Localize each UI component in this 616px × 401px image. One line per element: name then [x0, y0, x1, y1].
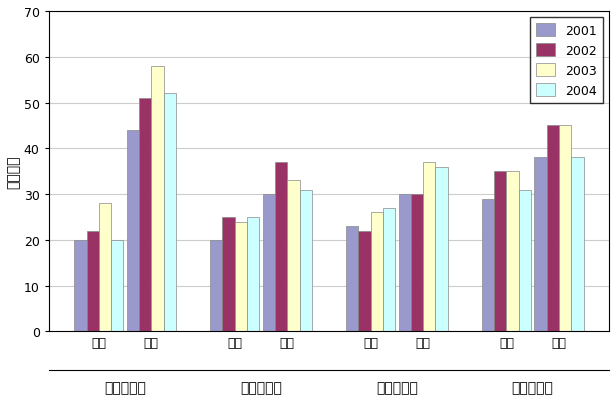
- Bar: [371, 213, 383, 332]
- Bar: [111, 240, 123, 332]
- Bar: [399, 194, 411, 332]
- Bar: [99, 204, 111, 332]
- Bar: [74, 240, 86, 332]
- Bar: [482, 199, 494, 332]
- Bar: [411, 194, 423, 332]
- Bar: [559, 126, 571, 332]
- Bar: [519, 190, 531, 332]
- Bar: [535, 158, 547, 332]
- Bar: [346, 227, 359, 332]
- Bar: [383, 208, 395, 332]
- Bar: [164, 94, 176, 332]
- Bar: [494, 172, 506, 332]
- Bar: [506, 172, 519, 332]
- Legend: 2001, 2002, 2003, 2004: 2001, 2002, 2003, 2004: [530, 18, 603, 104]
- Bar: [127, 131, 139, 332]
- Bar: [152, 67, 164, 332]
- Bar: [210, 240, 222, 332]
- Bar: [275, 163, 287, 332]
- Bar: [287, 181, 299, 332]
- Bar: [139, 99, 152, 332]
- Bar: [423, 163, 436, 332]
- Bar: [235, 222, 247, 332]
- Bar: [571, 158, 583, 332]
- Bar: [547, 126, 559, 332]
- Bar: [299, 190, 312, 332]
- Bar: [86, 231, 99, 332]
- Bar: [262, 194, 275, 332]
- Bar: [359, 231, 371, 332]
- Bar: [247, 217, 259, 332]
- Bar: [436, 167, 448, 332]
- Y-axis label: 出現種数: 出現種数: [7, 155, 21, 188]
- Bar: [222, 217, 235, 332]
